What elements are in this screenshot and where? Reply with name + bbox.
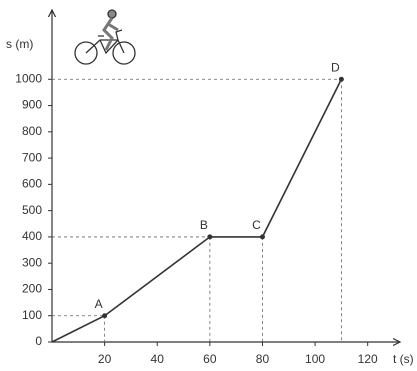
y-tick-label: 800 bbox=[22, 124, 42, 138]
point-label: A bbox=[95, 297, 103, 311]
y-tick-label: 0 bbox=[35, 334, 42, 348]
chart: s (m) t (s) 0 100 200 300 400 500 600 700 800 900… bbox=[0, 0, 417, 371]
x-tick-label: 100 bbox=[305, 352, 325, 366]
x-tick-label: 120 bbox=[358, 352, 378, 366]
y-tick-label: 400 bbox=[22, 229, 42, 243]
y-tick-label: 100 bbox=[22, 308, 42, 322]
y-tick-label: 200 bbox=[22, 282, 42, 296]
y-tick-label: 700 bbox=[22, 150, 42, 164]
x-axis-label: t (s) bbox=[393, 352, 414, 366]
y-tick-label: 300 bbox=[22, 255, 42, 269]
y-tick-label: 900 bbox=[22, 98, 42, 112]
x-tick-label: 60 bbox=[203, 352, 217, 366]
point-label: B bbox=[200, 218, 208, 232]
y-tick-label: 500 bbox=[22, 203, 42, 217]
x-tick-label: 40 bbox=[151, 352, 165, 366]
x-tick-label: 20 bbox=[98, 352, 112, 366]
point bbox=[102, 313, 107, 318]
point bbox=[207, 234, 212, 239]
point bbox=[339, 77, 344, 82]
y-axis-label: s (m) bbox=[6, 37, 33, 51]
point-label: C bbox=[252, 218, 261, 232]
bicycle-icon bbox=[75, 10, 135, 64]
y-tick-label: 1000 bbox=[15, 71, 42, 85]
point bbox=[260, 234, 265, 239]
y-tick-label: 600 bbox=[22, 177, 42, 191]
point-label: D bbox=[331, 60, 340, 74]
x-tick-label: 80 bbox=[256, 352, 270, 366]
